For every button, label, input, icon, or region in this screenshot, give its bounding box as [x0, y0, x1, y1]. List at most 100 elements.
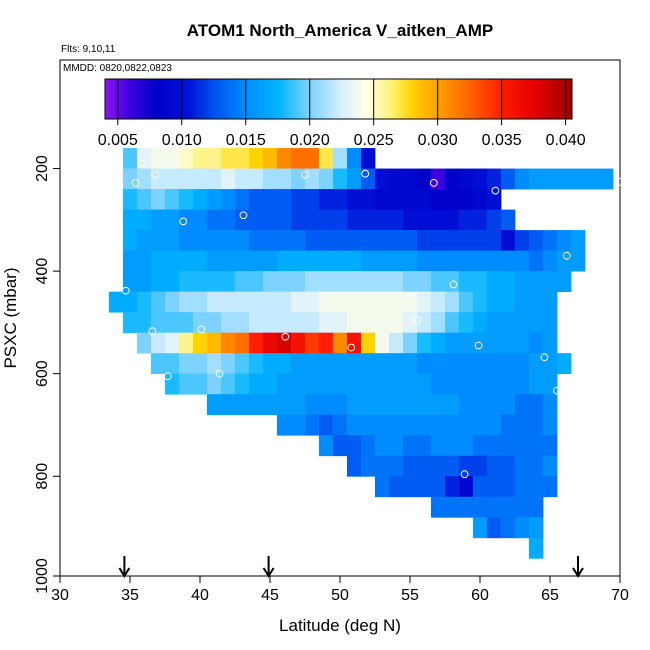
sample-point: [616, 177, 624, 186]
colorbar-segment: [161, 79, 166, 119]
colorbar-segment: [265, 79, 269, 119]
colorbar-segment: [418, 79, 423, 119]
sample-point: [460, 470, 469, 479]
sample-point: [151, 170, 160, 179]
latitude-arrows: [118, 556, 584, 578]
heatmap-cell: [473, 353, 488, 375]
heatmap-cell: [165, 291, 180, 313]
heatmap-cell: [249, 189, 264, 210]
heatmap-cell: [319, 148, 334, 169]
heatmap-cell: [277, 353, 292, 375]
heatmap-cell: [333, 189, 348, 210]
heatmap-cell: [291, 250, 306, 272]
colorbar-segment: [231, 79, 236, 119]
heatmap-cell: [305, 250, 320, 272]
heatmap-cell: [109, 291, 124, 313]
colorbar-tick-label: 0.035: [482, 132, 522, 149]
heatmap-cell: [487, 332, 502, 354]
heatmap-cell: [389, 209, 404, 231]
heatmap-cell: [179, 353, 194, 375]
heatmap-cell: [431, 394, 446, 416]
heatmap-cell: [151, 312, 166, 334]
heatmap-cell: [501, 353, 516, 375]
heatmap-cell: [305, 271, 320, 293]
heatmap-cell: [165, 332, 180, 354]
heatmap-cell: [473, 394, 488, 416]
heatmap-cell: [529, 455, 544, 477]
heatmap-cell: [445, 373, 460, 395]
heatmap-cell: [571, 250, 586, 272]
sample-point: [137, 159, 146, 168]
colorbar-segment: [308, 79, 313, 119]
sample-point: [121, 286, 130, 295]
sample-point: [491, 186, 500, 195]
heatmap-cell: [445, 209, 460, 231]
colorbar-segment: [375, 79, 380, 119]
heatmap-cell: [375, 230, 390, 252]
heatmap-cell: [487, 291, 502, 313]
colorbar-segment: [311, 79, 316, 119]
heatmap-cell: [333, 435, 348, 457]
x-tick-label: 50: [331, 587, 349, 604]
heatmap-cell: [403, 455, 418, 477]
heatmap-cell: [487, 476, 502, 498]
heatmap-cell: [319, 250, 334, 272]
heatmap-cell: [207, 168, 222, 190]
heatmap-cell: [473, 250, 488, 272]
x-tick-label: 65: [541, 587, 559, 604]
colorbar-segment: [505, 79, 510, 119]
heatmap-cell: [403, 189, 418, 210]
heatmap-cell: [207, 291, 222, 313]
heatmap-cell: [249, 271, 264, 293]
heatmap-cell: [445, 496, 460, 518]
colorbar-segment: [425, 79, 430, 119]
colorbar-segment: [325, 79, 329, 119]
colorbar-segment: [551, 79, 556, 119]
colorbar-segment: [145, 79, 149, 119]
heatmap-cell: [431, 332, 446, 354]
sample-point: [215, 369, 224, 378]
heatmap-cell: [403, 476, 418, 498]
heatmap-cell: [305, 189, 320, 210]
heatmap-cell: [417, 435, 432, 457]
colorbar-segment: [345, 79, 350, 119]
heatmap-cell: [473, 414, 488, 436]
heatmap-cell: [417, 312, 432, 334]
colorbar-segment: [241, 79, 246, 119]
heatmap-cell: [319, 291, 334, 313]
heatmap-cell: [193, 250, 208, 272]
x-tick-label: 60: [471, 587, 489, 604]
heatmap-cell: [375, 373, 390, 395]
heatmap-cell: [347, 148, 362, 169]
heatmap-cell: [263, 291, 278, 313]
heatmap-cell: [333, 168, 348, 190]
heatmap-cell: [151, 250, 166, 272]
heatmap-cell: [179, 312, 194, 334]
heatmap-cell: [165, 189, 180, 210]
heatmap-cell: [361, 394, 376, 416]
heatmap-cell: [193, 312, 208, 334]
heatmap-cell: [361, 414, 376, 436]
heatmap-cell: [445, 332, 460, 354]
heatmap-cell: [123, 209, 138, 231]
colorbar-segment: [125, 79, 129, 119]
heatmap-cell: [403, 435, 418, 457]
sample-point: [562, 251, 571, 260]
heatmap-cell: [361, 230, 376, 252]
heatmap-cell: [179, 189, 194, 210]
heatmap-cell: [305, 373, 320, 395]
colorbar-segment: [115, 79, 119, 119]
heatmap-cell: [417, 476, 432, 498]
heatmap-cell: [515, 312, 530, 334]
heatmap-cell: [291, 189, 306, 210]
heatmap-cell: [221, 209, 236, 231]
heatmap-cell: [473, 312, 488, 334]
colorbar-segment: [465, 79, 470, 119]
heatmap-cell: [375, 312, 390, 334]
colorbar-segment: [121, 79, 126, 119]
colorbar-segment: [408, 79, 413, 119]
y-tick-label: 800: [34, 463, 51, 490]
heatmap-cell: [151, 168, 166, 190]
colorbar-segment: [438, 79, 443, 119]
colorbar-segment: [128, 79, 133, 119]
